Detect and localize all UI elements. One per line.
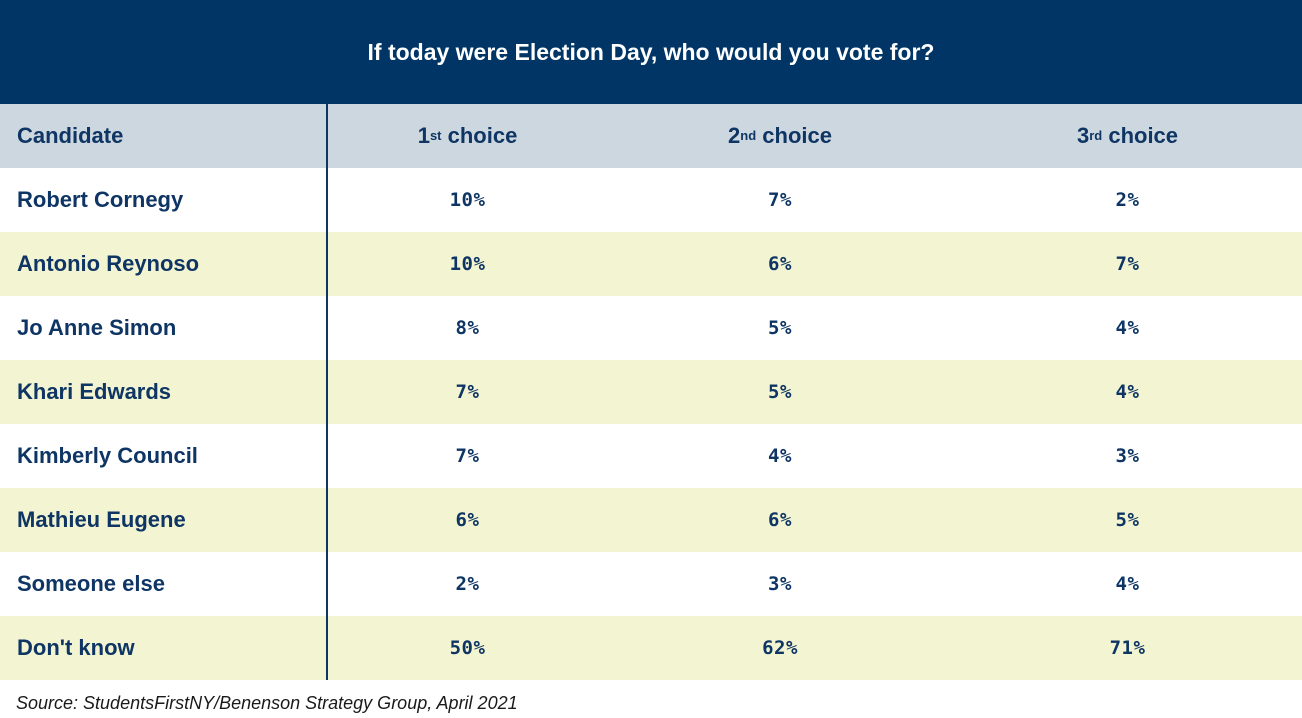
third-choice-value: 4% [1115, 317, 1140, 339]
first-choice-value: 7% [455, 381, 480, 403]
table-row: Khari Edwards 7% 5% 4% [0, 360, 1302, 424]
table-row: Robert Cornegy 10% 7% 2% [0, 168, 1302, 232]
third-choice-value: 4% [1115, 381, 1140, 403]
candidate-name: Mathieu Eugene [0, 488, 328, 552]
source-note: Source: StudentsFirstNY/Benenson Strateg… [16, 693, 518, 713]
second-choice-value: 5% [768, 317, 792, 339]
table-row: Antonio Reynoso 10% 6% 7% [0, 232, 1302, 296]
second-choice-value: 6% [768, 509, 792, 531]
third-choice-value: 3% [1115, 445, 1140, 467]
first-choice-value: 7% [455, 445, 480, 467]
candidate-name: Antonio Reynoso [0, 232, 328, 296]
table-row: Jo Anne Simon 8% 5% 4% [0, 296, 1302, 360]
chart-title: If today were Election Day, who would yo… [367, 38, 935, 65]
second-choice-value: 5% [768, 381, 792, 403]
first-choice-value: 2% [455, 573, 480, 595]
third-choice-value: 4% [1115, 573, 1140, 595]
candidate-name: Jo Anne Simon [0, 296, 328, 360]
second-choice-value: 3% [768, 573, 792, 595]
third-choice-value: 71% [1109, 637, 1146, 659]
candidate-name: Don't know [0, 616, 328, 680]
second-choice-value: 62% [762, 637, 798, 659]
third-choice-value: 5% [1115, 509, 1140, 531]
second-choice-value: 4% [768, 445, 792, 467]
candidate-name: Khari Edwards [0, 360, 328, 424]
candidate-name: Robert Cornegy [0, 168, 328, 232]
candidate-name: Someone else [0, 552, 328, 616]
table-row: Don't know 50% 62% 71% [0, 616, 1302, 680]
first-choice-value: 50% [449, 637, 486, 659]
table-row: Kimberly Council 7% 4% 3% [0, 424, 1302, 488]
second-choice-value: 7% [768, 189, 792, 211]
first-choice-value: 6% [455, 509, 480, 531]
third-choice-value: 2% [1115, 189, 1140, 211]
first-choice-value: 10% [449, 189, 486, 211]
third-choice-value: 7% [1115, 253, 1140, 275]
table-row: Mathieu Eugene 6% 6% 5% [0, 488, 1302, 552]
second-choice-value: 6% [768, 253, 792, 275]
first-choice-value: 8% [455, 317, 480, 339]
table-row: Someone else 2% 3% 4% [0, 552, 1302, 616]
first-choice-value: 10% [449, 253, 486, 275]
header-candidate: Candidate [0, 104, 328, 168]
candidate-name: Kimberly Council [0, 424, 328, 488]
title-bar: If today were Election Day, who would yo… [0, 0, 1302, 104]
